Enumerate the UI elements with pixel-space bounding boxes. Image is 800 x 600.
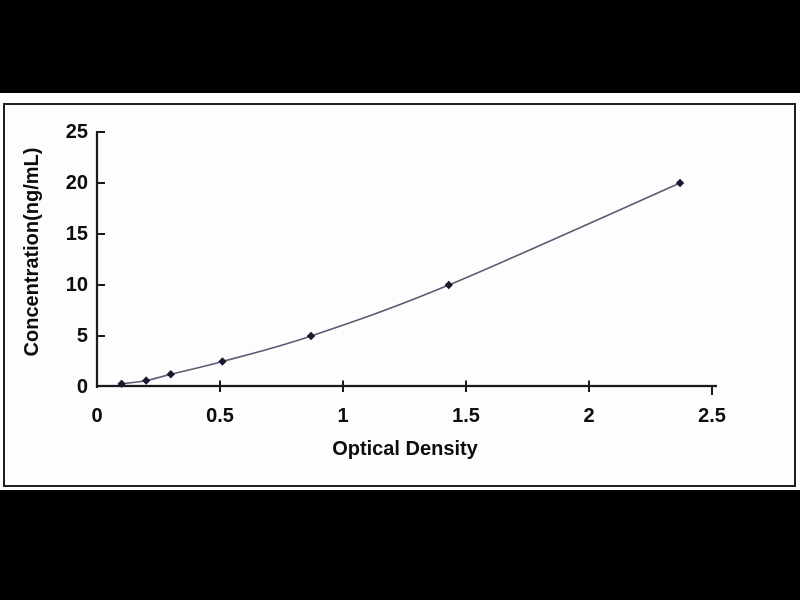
x-tick-label: 1	[337, 405, 349, 427]
x-tick-label: 2	[583, 405, 595, 427]
x-tick-label: 1.5	[452, 405, 480, 427]
y-tick-label: 10	[65, 274, 88, 296]
y-tick-label: 15	[65, 223, 88, 245]
letterbox-top-bar	[0, 0, 800, 93]
y-tick-label: 5	[76, 325, 88, 347]
x-tick-label: 2.5	[698, 405, 726, 427]
y-tick-label: 20	[65, 172, 88, 194]
y-tick-label: 25	[65, 121, 88, 143]
x-axis-title: Optical Density	[332, 438, 478, 460]
y-axis-title: Concentration(ng/mL)	[21, 147, 43, 357]
letterbox-bottom-bar	[0, 490, 800, 600]
x-tick-label: 0.5	[206, 405, 234, 427]
plot-frame	[3, 103, 796, 487]
y-tick-label: 0	[76, 376, 88, 398]
x-tick-label: 0	[91, 405, 103, 427]
